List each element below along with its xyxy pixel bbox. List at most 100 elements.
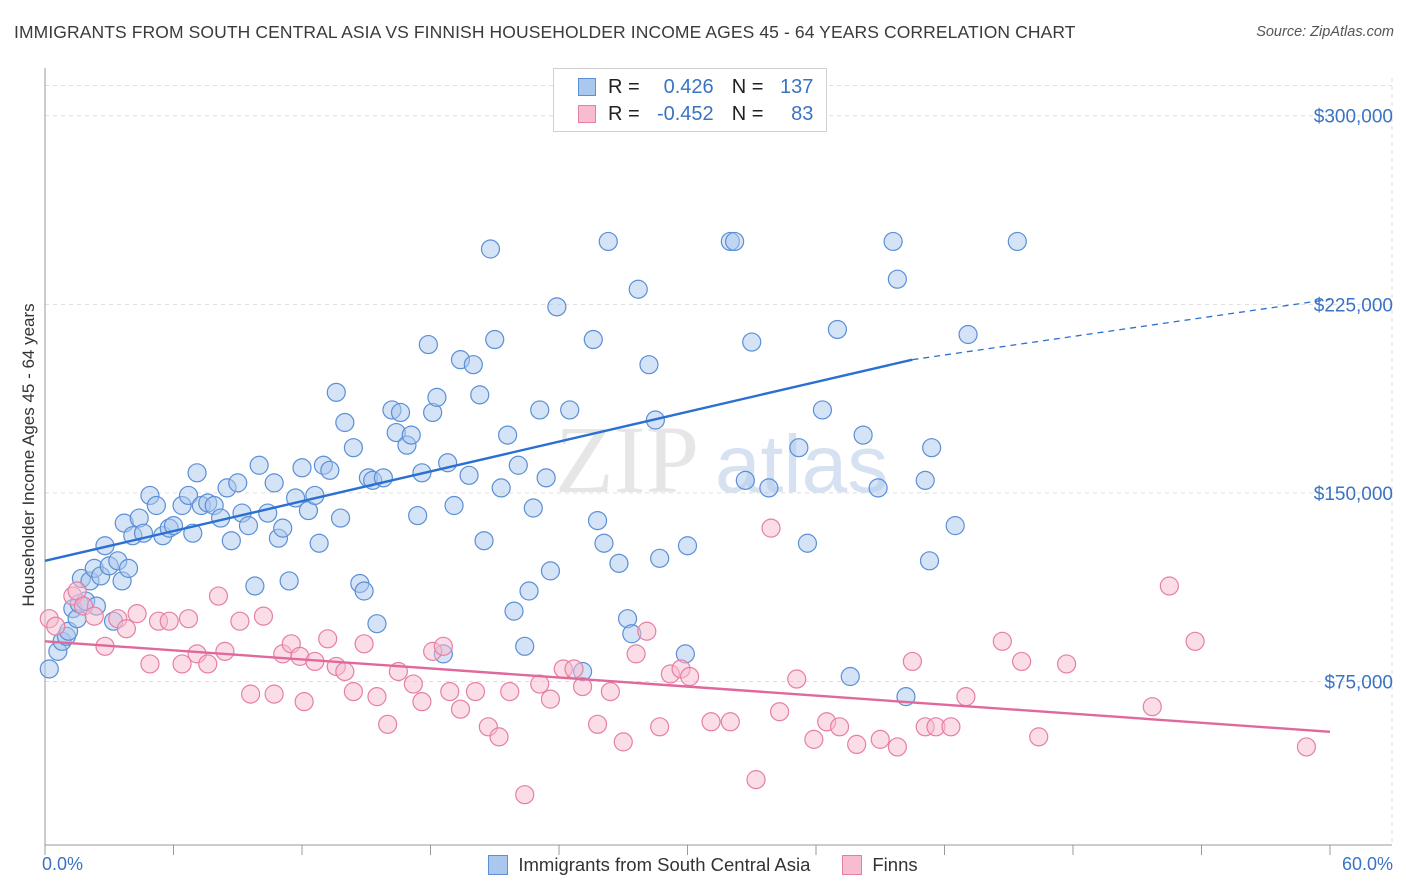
point-immigrants: [485, 329, 505, 350]
point-immigrants: [292, 458, 312, 478]
point-finns: [1296, 737, 1317, 757]
point-finns: [116, 619, 136, 639]
point-immigrants: [491, 478, 511, 498]
point-immigrants: [178, 485, 199, 506]
point-finns: [680, 666, 700, 687]
point-immigrants: [742, 332, 762, 352]
point-finns: [127, 604, 147, 624]
point-finns: [626, 644, 646, 664]
correlation-legend: R = 0.426 N = 137 R = -0.452 N = 83: [553, 68, 827, 132]
point-finns: [829, 717, 850, 737]
point-finns: [294, 692, 314, 712]
point-immigrants: [459, 465, 479, 485]
point-finns: [412, 692, 432, 712]
point-finns: [1159, 576, 1179, 596]
point-immigrants: [628, 279, 648, 299]
point-finns: [465, 681, 486, 702]
point-immigrants: [587, 510, 608, 531]
point-finns: [600, 681, 621, 702]
point-immigrants: [915, 470, 935, 490]
point-finns: [500, 681, 520, 702]
y-tick-label: $75,000: [1324, 673, 1393, 694]
point-immigrants: [883, 231, 903, 252]
trend-line-immigrants-extension: [912, 298, 1331, 361]
point-finns: [613, 732, 633, 752]
point-immigrants: [530, 400, 550, 420]
point-immigrants: [309, 533, 329, 553]
point-immigrants: [515, 636, 535, 656]
point-immigrants: [598, 231, 618, 252]
point-finns: [253, 606, 274, 626]
point-immigrants: [326, 382, 346, 402]
source-credit: Source: ZipAtlas.com: [1256, 24, 1394, 40]
legend-item-immigrants[interactable]: Immigrants from South Central Asia: [488, 854, 810, 876]
point-finns: [515, 785, 535, 805]
legend-swatch-pink: [578, 105, 596, 123]
point-immigrants: [343, 438, 363, 458]
point-immigrants: [677, 536, 698, 556]
point-immigrants: [922, 438, 942, 458]
point-finns: [84, 606, 104, 626]
point-immigrants: [273, 518, 293, 538]
point-immigrants: [759, 478, 779, 498]
point-finns: [489, 727, 509, 747]
point-finns: [887, 737, 907, 757]
point-finns: [450, 699, 471, 719]
point-finns: [941, 717, 961, 737]
x-tick-label-min: 0.0%: [42, 854, 83, 874]
point-finns: [335, 661, 355, 682]
point-immigrants: [519, 581, 539, 601]
point-immigrants: [238, 516, 259, 536]
legend-row-immigrants: R = 0.426 N = 137: [578, 75, 813, 99]
legend-item-finns[interactable]: Finns: [842, 854, 918, 876]
point-immigrants: [330, 508, 351, 528]
point-immigrants: [1007, 231, 1027, 252]
point-finns: [378, 714, 398, 734]
legend-n-label: N =: [731, 102, 764, 125]
point-immigrants: [498, 425, 518, 445]
point-immigrants: [508, 455, 528, 475]
point-immigrants: [427, 387, 447, 407]
trend-lines: [44, 298, 1331, 734]
point-immigrants: [868, 478, 888, 498]
point-finns: [992, 631, 1012, 651]
trend-line-finns: [44, 640, 1331, 734]
point-finns: [1029, 727, 1049, 747]
point-finns: [956, 687, 976, 707]
point-finns: [1142, 697, 1162, 717]
point-finns: [440, 681, 460, 702]
point-immigrants: [320, 460, 340, 480]
point-finns: [540, 689, 561, 709]
point-immigrants: [390, 402, 411, 423]
y-axis-title: Householder Income Ages 45 - 64 years: [19, 303, 38, 606]
point-finns: [572, 676, 593, 697]
point-finns: [787, 669, 807, 689]
axes: [44, 68, 1392, 855]
point-immigrants: [463, 355, 483, 375]
y-tick-label: $150,000: [1314, 484, 1393, 505]
point-immigrants: [470, 385, 490, 405]
legend-n-value: 83: [791, 102, 814, 125]
point-immigrants: [279, 571, 299, 591]
point-immigrants: [401, 425, 421, 445]
point-immigrants: [609, 553, 629, 573]
legend-row-finns: R = -0.452 N = 83: [578, 102, 813, 126]
point-immigrants: [474, 531, 494, 551]
point-immigrants: [840, 666, 860, 687]
legend-n-label: N =: [731, 75, 764, 98]
point-finns: [847, 734, 867, 755]
point-immigrants: [827, 319, 848, 340]
point-finns: [564, 659, 584, 679]
point-finns: [230, 611, 250, 631]
point-immigrants: [39, 659, 59, 679]
point-immigrants: [650, 548, 670, 568]
legend-swatch-blue: [488, 855, 509, 875]
point-immigrants: [367, 614, 387, 634]
trend-line-immigrants: [44, 358, 913, 563]
point-finns: [650, 717, 670, 737]
point-finns: [46, 616, 66, 636]
point-immigrants: [540, 561, 561, 581]
legend-swatch-pink: [842, 855, 863, 875]
point-finns: [343, 681, 363, 702]
legend-r-label: R =: [608, 102, 640, 125]
